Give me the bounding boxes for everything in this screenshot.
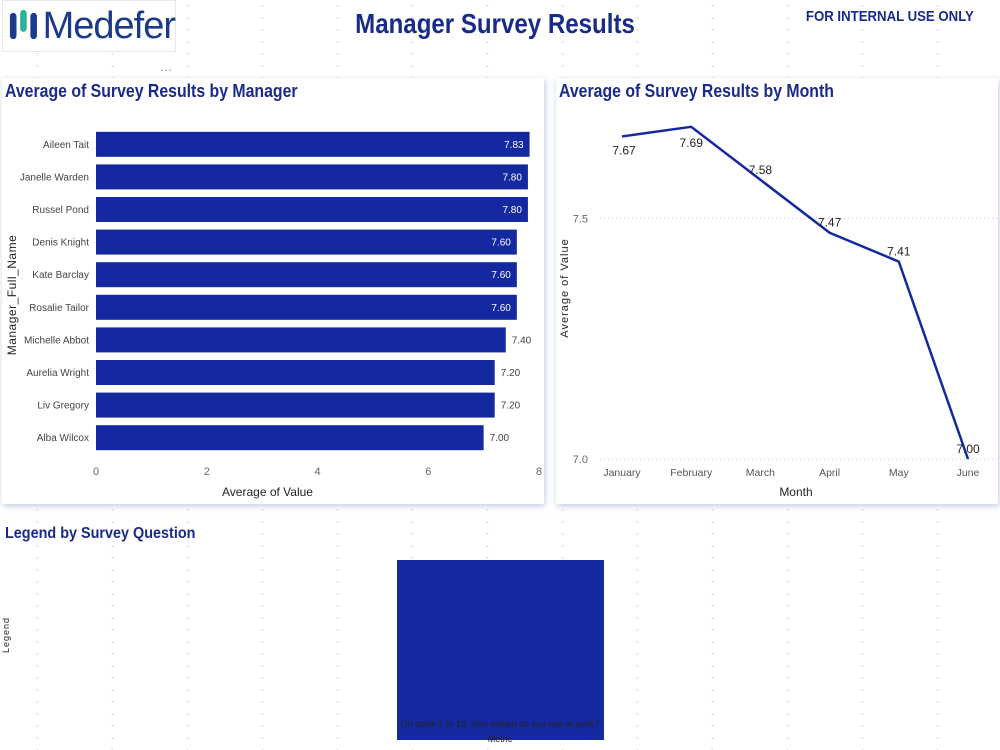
monthly-average-line[interactable]	[621, 125, 970, 460]
month-tick-label: May	[889, 467, 910, 479]
y-axis-title: Average of Value	[559, 238, 571, 337]
y-tick-label: 7.0	[573, 454, 588, 466]
month-tick-label: June	[957, 467, 980, 479]
point-value-label: 7.69	[680, 136, 704, 150]
bar-value-label: 7.83	[504, 140, 524, 151]
manager-bar[interactable]	[96, 360, 495, 385]
x-tick-label: 6	[425, 466, 431, 478]
bar-value-label: 7.20	[501, 368, 521, 379]
month-tick-label: April	[819, 467, 840, 479]
manager-chart-panel[interactable]: Average of Survey Results by Manager Ail…	[2, 78, 544, 504]
manager-bar[interactable]	[96, 294, 517, 320]
point-value-label: 7.67	[612, 143, 636, 157]
manager-label: Rosalie Tailor	[29, 303, 90, 314]
logo-text: Medefer	[42, 4, 176, 47]
manager-bar[interactable]	[96, 425, 484, 451]
medefer-logo-mark-icon	[9, 9, 37, 40]
manager-bar[interactable]	[96, 327, 506, 353]
legend-axis-title: Legend	[1, 616, 12, 654]
month-tick-label: February	[670, 467, 713, 479]
legend-x-axis-title: Metric	[487, 734, 513, 744]
month-tick-label: March	[746, 467, 775, 479]
bar-value-label: 7.00	[490, 433, 510, 444]
month-chart-title: Average of Survey Results by Month	[559, 81, 834, 101]
manager-bar[interactable]	[96, 229, 517, 255]
legend-category-label: On scale 1 to 10, how valued do you feel…	[400, 719, 600, 729]
more-options-icon[interactable]: ...	[160, 60, 174, 74]
month-chart-panel[interactable]: Average of Survey Results by Month 7.0 7.…	[556, 78, 998, 504]
bar-value-label: 7.60	[491, 303, 511, 314]
page-title: Manager Survey Results	[355, 8, 635, 39]
manager-bar[interactable]	[96, 392, 495, 418]
point-value-label: 7.58	[749, 163, 773, 177]
manager-label: Kate Barclay	[32, 270, 89, 281]
manager-bar[interactable]	[96, 197, 528, 222]
manager-bar-chart[interactable]: Aileen Tait 7.83 Janelle Warden 7.80 Russel …	[2, 78, 544, 504]
point-value-label: 7.41	[887, 245, 911, 259]
manager-chart-title: Average of Survey Results by Manager	[5, 81, 298, 101]
manager-label: Michelle Abbot	[24, 335, 89, 346]
x-tick-label: 4	[314, 466, 320, 478]
internal-use-notice: FOR INTERNAL USE ONLY	[806, 8, 974, 25]
point-value-label: 7.47	[818, 216, 842, 230]
legend-section-title: Legend by Survey Question	[5, 525, 196, 542]
bar-value-label: 7.60	[491, 270, 511, 281]
x-tick-label: 2	[204, 466, 210, 478]
point-value-label: 7.00	[956, 442, 980, 456]
x-tick-label: 0	[93, 466, 99, 478]
x-tick-label: 8	[536, 466, 542, 478]
manager-label: Janelle Warden	[20, 172, 89, 183]
bar-value-label: 7.20	[501, 401, 521, 412]
y-tick-label: 7.5	[573, 213, 588, 225]
manager-bar[interactable]	[96, 262, 517, 288]
manager-label: Aurelia Wright	[26, 368, 89, 379]
x-axis-title: Month	[779, 485, 812, 499]
manager-label: Liv Gregory	[37, 401, 89, 412]
y-axis-title: Manager_Full_Name	[5, 235, 19, 356]
bar-value-label: 7.80	[502, 172, 522, 183]
month-line-chart[interactable]: 7.0 7.5 7.67 7.69 7.58 7.47 7.41 7.00 January Feb…	[556, 78, 998, 504]
legend-column-bar[interactable]	[397, 560, 604, 740]
manager-label: Denis Knight	[32, 238, 89, 249]
manager-label: Aileen Tait	[43, 140, 89, 151]
bar-value-label: 7.40	[512, 335, 532, 346]
manager-bar[interactable]	[96, 164, 528, 190]
bar-value-label: 7.80	[502, 205, 522, 216]
medefer-logo: Medefer	[2, 0, 176, 52]
manager-bar[interactable]	[96, 131, 530, 157]
manager-label: Alba Wilcox	[37, 433, 89, 444]
manager-label: Russel Pond	[32, 205, 89, 216]
bar-value-label: 7.60	[491, 238, 511, 249]
month-tick-label: January	[603, 467, 641, 479]
x-axis-title: Average of Value	[222, 485, 313, 499]
